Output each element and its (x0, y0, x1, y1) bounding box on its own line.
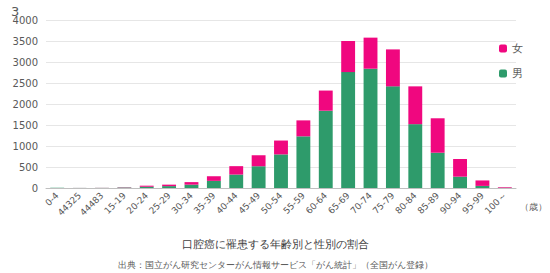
svg-text:45-49: 45-49 (237, 190, 263, 216)
svg-text:0-4: 0-4 (43, 190, 61, 208)
svg-text:85-89: 85-89 (416, 190, 442, 216)
svg-text:80-84: 80-84 (393, 190, 419, 216)
svg-text:2500: 2500 (13, 78, 38, 89)
svg-text:55-59: 55-59 (281, 190, 307, 216)
svg-text:1500: 1500 (13, 120, 38, 131)
svg-text:75-79: 75-79 (371, 190, 397, 216)
svg-text:44325: 44325 (56, 190, 83, 217)
svg-text:90-94: 90-94 (438, 190, 464, 216)
svg-text:3: 3 (11, 4, 19, 19)
svg-text:30-34: 30-34 (169, 190, 195, 216)
svg-text:500: 500 (19, 162, 38, 173)
svg-text:25-29: 25-29 (147, 190, 173, 216)
svg-text:40-44: 40-44 (214, 190, 240, 216)
svg-text:100～: 100～ (483, 190, 509, 216)
svg-text:95-99: 95-99 (460, 190, 486, 216)
svg-text:（歳）: （歳） (520, 202, 547, 212)
svg-text:女: 女 (512, 42, 523, 55)
svg-text:70-74: 70-74 (349, 190, 375, 216)
svg-text:35-39: 35-39 (192, 190, 218, 216)
svg-text:1000: 1000 (13, 141, 38, 152)
svg-text:65-69: 65-69 (326, 190, 352, 216)
svg-text:出典：国立がん研究センターがん情報サービス「がん統計」（全国: 出典：国立がん研究センターがん情報サービス「がん統計」（全国がん登録） (118, 260, 433, 270)
svg-text:口腔癌に罹患する年齢別と性別の割合: 口腔癌に罹患する年齢別と性別の割合 (182, 238, 369, 251)
svg-text:15-19: 15-19 (102, 190, 128, 216)
svg-text:20-24: 20-24 (125, 190, 151, 216)
svg-text:60-64: 60-64 (304, 190, 330, 216)
svg-text:0: 0 (32, 183, 38, 194)
svg-text:2000: 2000 (13, 99, 38, 110)
svg-text:4000: 4000 (12, 14, 38, 26)
svg-text:男: 男 (512, 67, 523, 80)
svg-text:3000: 3000 (13, 57, 38, 68)
svg-text:44483: 44483 (78, 190, 105, 217)
svg-text:50-54: 50-54 (259, 190, 285, 216)
svg-text:3500: 3500 (13, 36, 38, 47)
